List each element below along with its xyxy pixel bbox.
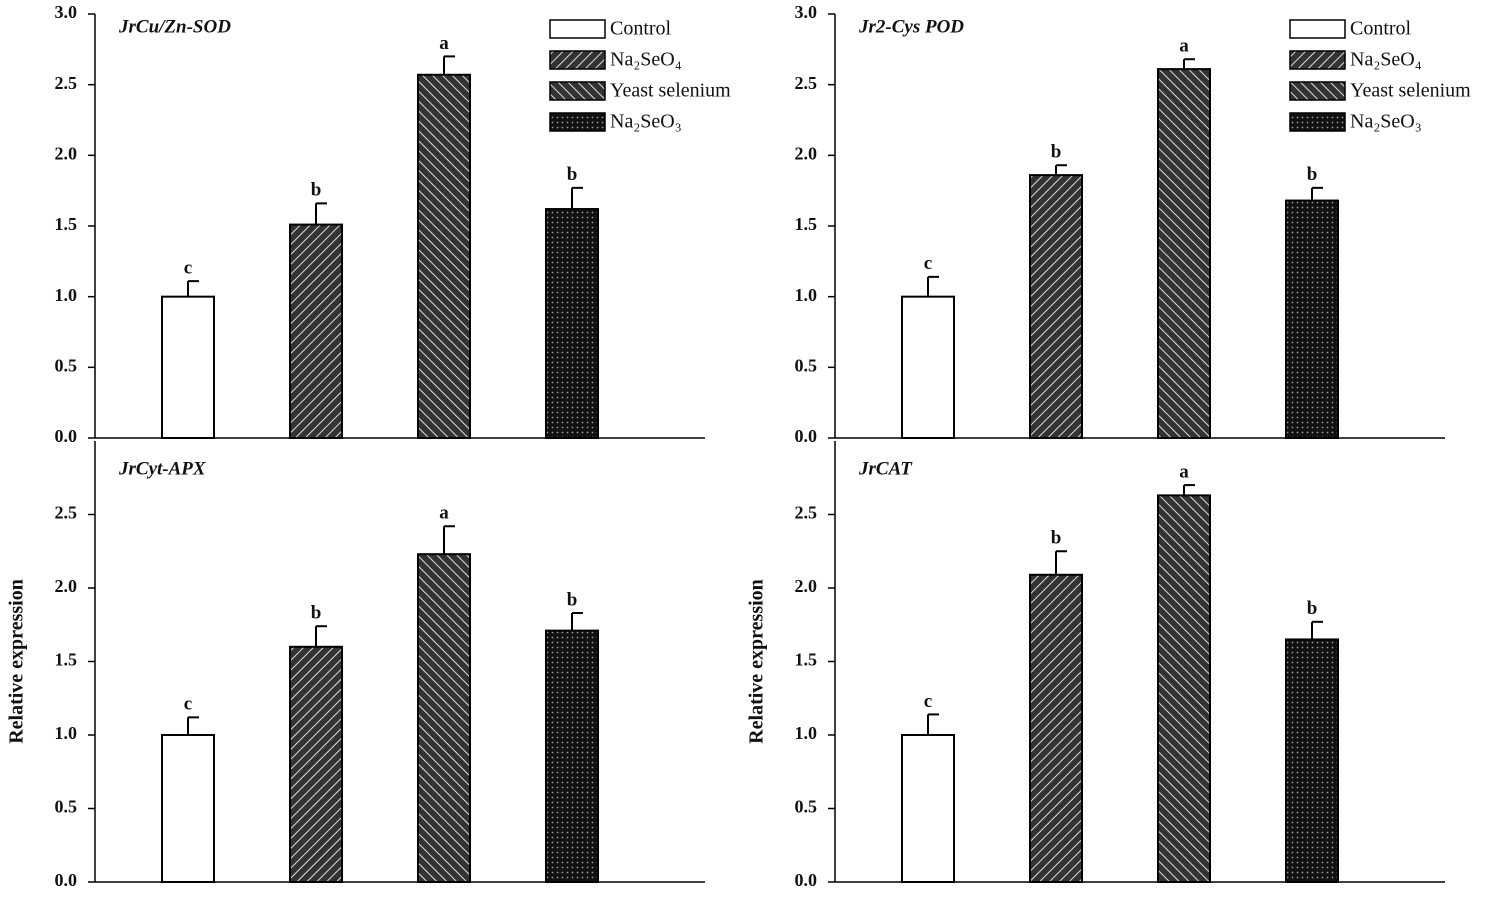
- y-tick-label: 2.0: [55, 143, 78, 163]
- bar: [901, 734, 955, 883]
- bar: [1029, 174, 1083, 439]
- y-tick-label: 2.0: [795, 143, 818, 163]
- y-tick-label: 2.0: [795, 576, 818, 596]
- y-tick-label: 0.0: [55, 870, 78, 890]
- y-tick-label: 1.5: [55, 214, 78, 234]
- bar: [289, 645, 343, 883]
- significance-letter: b: [1051, 142, 1062, 163]
- bar: [1029, 573, 1083, 884]
- legend-swatch: [1289, 19, 1346, 39]
- legend-swatch: [1289, 81, 1346, 101]
- bar: [417, 553, 471, 883]
- y-tick-label: 1.0: [795, 285, 818, 305]
- significance-letter: b: [567, 164, 578, 185]
- significance-letter: a: [439, 503, 449, 524]
- legend-label: Na₂SeO₄: [1350, 49, 1422, 71]
- y-tick-label: 0.5: [795, 797, 818, 817]
- y-tick-label: 2.5: [55, 503, 78, 523]
- y-tick-label: 2.5: [55, 73, 78, 93]
- y-tick-label: 0.0: [795, 426, 818, 446]
- bar: [289, 223, 343, 439]
- legend-label: Na₂SeO₃: [1350, 111, 1422, 133]
- y-tick-label: 0.5: [55, 797, 78, 817]
- y-tick-label: 0.5: [55, 355, 78, 375]
- significance-letter: c: [184, 257, 192, 278]
- significance-letter: b: [1307, 598, 1318, 619]
- y-tick-label: 1.0: [55, 723, 78, 743]
- legend-label: Control: [1350, 18, 1412, 40]
- y-tick-label: 2.5: [795, 73, 818, 93]
- significance-letter: c: [924, 253, 932, 274]
- significance-letter: c: [184, 694, 192, 715]
- legend-swatch: [1289, 112, 1346, 132]
- significance-letter: a: [1179, 461, 1189, 482]
- legend-label: Na₂SeO₄: [610, 49, 682, 71]
- panel-title: JrCAT: [858, 458, 913, 479]
- panel-title: JrCyt-APX: [118, 458, 207, 479]
- significance-letter: b: [311, 180, 322, 201]
- y-tick-label: 1.5: [55, 650, 78, 670]
- legend-label: Yeast selenium: [610, 80, 731, 102]
- legend-swatch: [549, 50, 606, 70]
- legend-swatch: [549, 81, 606, 101]
- y-tick-label: 2.0: [55, 576, 78, 596]
- y-tick-label: 1.5: [795, 214, 818, 234]
- bar: [1157, 494, 1211, 883]
- y-axis-label: Relative expression: [746, 579, 768, 744]
- panel-title: Jr2-Cys POD: [858, 16, 964, 37]
- bar: [901, 295, 955, 439]
- bar: [161, 295, 215, 439]
- legend-swatch: [549, 112, 606, 132]
- legend-label: Control: [610, 18, 672, 40]
- bar: [161, 734, 215, 883]
- significance-letter: a: [1179, 36, 1189, 57]
- significance-letter: b: [311, 603, 322, 624]
- y-axis-label: Relative expression: [6, 579, 28, 744]
- legend-swatch: [549, 19, 606, 39]
- y-tick-label: 1.0: [795, 723, 818, 743]
- panel-title: JrCu/Zn-SOD: [118, 16, 231, 37]
- bar: [417, 73, 471, 439]
- bar: [1285, 638, 1339, 884]
- bar: [545, 208, 599, 439]
- y-tick-label: 3.0: [55, 2, 78, 22]
- legend-label: Yeast selenium: [1350, 80, 1471, 102]
- y-tick-label: 2.5: [795, 503, 818, 523]
- bar: [1157, 68, 1211, 440]
- significance-letter: b: [567, 589, 578, 610]
- significance-letter: b: [1051, 528, 1062, 549]
- y-tick-label: 0.0: [55, 426, 78, 446]
- bar: [545, 629, 599, 883]
- y-tick-label: 0.0: [795, 870, 818, 890]
- significance-letter: a: [439, 33, 449, 54]
- significance-letter: c: [924, 691, 932, 712]
- y-tick-label: 1.0: [55, 285, 78, 305]
- legend-swatch: [1289, 50, 1346, 70]
- y-tick-label: 1.5: [795, 650, 818, 670]
- y-tick-label: 0.5: [795, 355, 818, 375]
- significance-letter: b: [1307, 164, 1318, 185]
- legend-label: Na₂SeO₃: [610, 111, 682, 133]
- y-tick-label: 3.0: [795, 2, 818, 22]
- bar: [1285, 199, 1339, 439]
